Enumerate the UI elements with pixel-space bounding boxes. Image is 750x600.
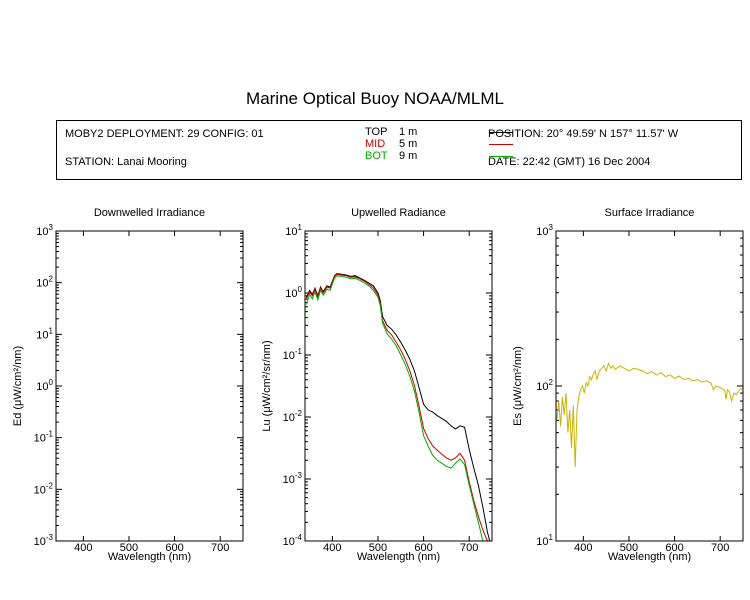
x-axis-label: Wavelength (nm) bbox=[608, 551, 691, 563]
legend-depth: 1 m bbox=[399, 126, 418, 138]
x-tick-label: 600 bbox=[665, 542, 683, 554]
y-tick-label: 100 bbox=[36, 378, 53, 393]
legend-label: MID bbox=[365, 138, 386, 150]
y-tick-label: 10-4 bbox=[283, 533, 303, 548]
chart-title: Marine Optical Buoy NOAA/MLML bbox=[246, 89, 504, 108]
x-axis-label: Wavelength (nm) bbox=[357, 551, 440, 563]
legend-item-top: TOP 1 m bbox=[365, 126, 515, 139]
legend-depth: 5 m bbox=[399, 138, 418, 150]
y-tick-label: 100 bbox=[285, 285, 302, 300]
x-axis-label: Wavelength (nm) bbox=[108, 551, 191, 563]
deployment-info: MOBY2 DEPLOYMENT: 29 CONFIG: 01 bbox=[65, 128, 264, 140]
position-info: POSITION: 20° 49.59' N 157° 11.57' W bbox=[488, 128, 679, 140]
y-tick-label: 102 bbox=[536, 378, 553, 393]
date-info: DATE: 22:42 (GMT) 16 Dec 2004 bbox=[488, 156, 651, 168]
x-tick-label: 500 bbox=[369, 542, 387, 554]
y-axis-label: Lu (μW/cm²/sr/nm) bbox=[261, 340, 273, 431]
y-axis-label: Ed (μW/cm²/nm) bbox=[12, 346, 24, 426]
y-axis-label: Es (μW/cm²/nm) bbox=[512, 346, 524, 426]
info-box: MOBY2 DEPLOYMENT: 29 CONFIG: 01 STATION:… bbox=[56, 120, 742, 180]
panel-title: Surface Irradiance bbox=[605, 207, 695, 219]
legend-swatch bbox=[489, 132, 513, 133]
y-tick-label: 103 bbox=[536, 223, 553, 238]
y-tick-label: 10-3 bbox=[283, 471, 303, 486]
y-tick-label: 103 bbox=[36, 223, 53, 238]
panel-title: Upwelled Radiance bbox=[351, 207, 446, 219]
legend-item-mid: MID 5 m bbox=[365, 138, 515, 151]
x-tick-label: 700 bbox=[211, 542, 229, 554]
plot-frame bbox=[304, 230, 493, 542]
x-tick-label: 600 bbox=[414, 542, 432, 554]
plot-frame bbox=[55, 230, 244, 542]
y-tick-label: 10-3 bbox=[34, 533, 54, 548]
x-tick-label: 700 bbox=[711, 542, 729, 554]
x-tick-label: 500 bbox=[620, 542, 638, 554]
y-tick-label: 10-1 bbox=[34, 430, 54, 445]
y-tick-label: 101 bbox=[36, 326, 53, 341]
panel-title: Downwelled Irradiance bbox=[94, 207, 205, 219]
y-tick-label: 10-2 bbox=[34, 481, 54, 496]
x-tick-label: 700 bbox=[460, 542, 478, 554]
series-line bbox=[305, 273, 491, 542]
legend-swatch bbox=[489, 156, 513, 157]
x-tick-label: 400 bbox=[74, 542, 92, 554]
y-tick-label: 101 bbox=[285, 223, 302, 238]
series-line bbox=[556, 361, 743, 468]
x-tick-label: 400 bbox=[574, 542, 592, 554]
legend-item-bot: BOT 9 m bbox=[365, 150, 515, 163]
y-tick-label: 10-1 bbox=[283, 347, 303, 362]
legend-label: TOP bbox=[365, 126, 388, 138]
series-line bbox=[305, 275, 484, 542]
x-tick-label: 600 bbox=[165, 542, 183, 554]
station-info: STATION: Lanai Mooring bbox=[65, 156, 187, 168]
y-tick-label: 102 bbox=[36, 275, 53, 290]
legend-swatch bbox=[489, 144, 513, 145]
y-tick-label: 101 bbox=[536, 533, 553, 548]
plot-frame bbox=[555, 230, 744, 542]
x-tick-label: 400 bbox=[323, 542, 341, 554]
series-line bbox=[305, 273, 488, 542]
x-tick-label: 500 bbox=[120, 542, 138, 554]
legend-depth: 9 m bbox=[399, 150, 418, 162]
y-tick-label: 10-2 bbox=[283, 409, 303, 424]
legend-label: BOT bbox=[365, 150, 388, 162]
